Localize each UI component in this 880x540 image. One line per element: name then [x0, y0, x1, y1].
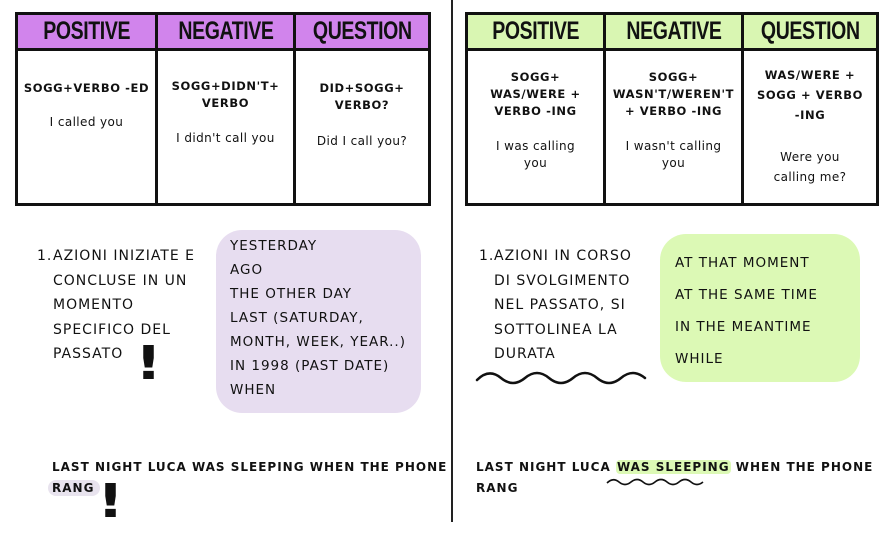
expression: AGO: [230, 262, 264, 278]
list-number: 1.: [37, 248, 53, 264]
formula-line: -ING: [794, 108, 826, 122]
sentence-part: WHEN THE PHONE: [730, 460, 874, 474]
example: I wasn't calling you: [626, 138, 722, 172]
list-line: SOTTOLINEA LA: [494, 321, 618, 338]
wave: [606, 478, 704, 486]
header-cell: NEGATIVE: [158, 15, 296, 51]
expression: MONTH, WEEK, YEAR..): [230, 334, 406, 350]
cell: SOGG+DIDN'T+ VERBO I didn't call you: [158, 51, 296, 203]
formula: SOGG+VERBO -ED: [24, 80, 149, 97]
formula: WAS/WERE + SOGG + VERBO -ING: [757, 65, 863, 125]
list-item: AZIONI IN CORSO DI SVOLGIMENTO NEL PASSA…: [494, 244, 632, 367]
exclamation: !: [96, 474, 125, 528]
list-line: AZIONI INIZIATE E: [53, 248, 196, 264]
example-sentence: LAST NIGHT LUCA WAS SLEEPING WHEN THE PH…: [476, 460, 873, 474]
wave: [475, 371, 647, 385]
formula: DID+SOGG+ VERBO?: [320, 80, 405, 114]
formula: SOGG+ WAS/WERE + VERBO -ING: [490, 69, 580, 120]
formula-line: WASN'T/WEREN'T: [612, 87, 735, 101]
expression: WHEN: [230, 382, 277, 398]
time-expressions: YESTERDAY AGO THE OTHER DAY LAST (SATURD…: [230, 234, 406, 402]
time-expressions-box: [660, 234, 860, 382]
formula-line: WAS/WERE +: [490, 87, 581, 101]
header-text: NEGATIVE: [177, 17, 274, 45]
time-expressions-box: [216, 230, 421, 413]
header-cell: POSITIVE: [468, 15, 606, 51]
exclamation: !: [134, 336, 163, 390]
example: I didn't call you: [176, 130, 275, 147]
list-line: DI SVOLGIMENTO: [494, 272, 631, 289]
cell: WAS/WERE + SOGG + VERBO -ING Were you calli…: [744, 51, 876, 203]
cell: SOGG+ WAS/WERE + VERBO -ING I was calling y…: [468, 51, 606, 203]
expression: WHILE: [675, 351, 724, 367]
example-line: I wasn't calling: [625, 139, 722, 153]
expression: AT THAT MOMENT: [675, 255, 810, 271]
formula-line: VERBO?: [334, 98, 390, 112]
formula-line: DID+SOGG+: [319, 81, 405, 95]
example-line: Were you: [780, 150, 840, 164]
header-text: POSITIVE: [492, 17, 579, 45]
list-line: SPECIFICO DEL: [53, 321, 171, 338]
cell: SOGG+ WASN'T/WEREN'T + VERBO -ING I wasn't…: [606, 51, 744, 203]
list-line: CONCLUSE IN UN: [53, 272, 188, 289]
formula-line: SOGG+DIDN'T+: [171, 79, 280, 93]
expression: AT THE SAME TIME: [675, 287, 818, 303]
formula: SOGG+ WASN'T/WEREN'T + VERBO -ING: [613, 69, 734, 120]
header-cell: QUESTION: [296, 15, 428, 51]
example: Were you calling me?: [774, 147, 847, 187]
header-cell: NEGATIVE: [606, 15, 744, 51]
expression: IN 1998 (PAST DATE): [230, 358, 390, 374]
list-line: MOMENTO: [53, 297, 135, 314]
sentence-part: LAST NIGHT LUCA: [476, 460, 616, 474]
list-line: DURATA: [494, 346, 556, 363]
example-line: calling me?: [773, 170, 847, 184]
expression: LAST (SATURDAY,: [230, 310, 364, 326]
example-sentence: RANG: [476, 481, 519, 495]
list-number: 1.: [479, 248, 495, 264]
formula-line: SOGG + VERBO: [757, 88, 863, 102]
cell: SOGG+VERBO -ED I called you: [18, 51, 158, 203]
formula-line: WAS/WERE +: [764, 68, 856, 82]
example: I was calling you: [496, 138, 575, 172]
expression: THE OTHER DAY: [230, 286, 353, 302]
example-sentence: LAST NIGHT LUCA WAS SLEEPING WHEN THE PH…: [52, 460, 448, 474]
table-past-simple: POSITIVE NEGATIVE QUESTION SOGG+VERBO -E…: [15, 12, 431, 206]
formula-line: VERBO: [201, 96, 250, 110]
formula: SOGG+DIDN'T+ VERBO: [172, 78, 280, 112]
wavy-line: [475, 371, 647, 385]
formula-line: VERBO -ING: [494, 104, 577, 118]
example-line: you: [523, 156, 548, 170]
example-line: I didn't call you: [176, 131, 275, 145]
header-text: QUESTION: [760, 17, 860, 45]
example-sentence: RANG: [48, 480, 101, 496]
list-line: PASSATO: [53, 346, 124, 363]
table-past-continuous: POSITIVE NEGATIVE QUESTION SOGG+ WAS/WERE…: [465, 12, 879, 206]
header-cell: QUESTION: [744, 15, 876, 51]
formula-line: SOGG+: [510, 70, 561, 84]
wavy-underline: [606, 478, 704, 486]
list-line: NEL PASSATO, SI: [494, 297, 626, 314]
example: I called you: [50, 114, 124, 131]
header-text: QUESTION: [312, 17, 412, 45]
cell: DID+SOGG+ VERBO? Did I call you?: [296, 51, 428, 203]
time-expressions: AT THAT MOMENT AT THE SAME TIME IN THE M…: [675, 247, 818, 375]
header-text: POSITIVE: [43, 17, 130, 45]
list-line: AZIONI IN CORSO: [494, 248, 632, 264]
formula-line: SOGG+: [648, 70, 699, 84]
example: Did I call you?: [317, 133, 407, 150]
example-line: I was calling: [496, 139, 575, 153]
formula-line: + VERBO -ING: [624, 104, 723, 118]
header-text: NEGATIVE: [625, 17, 722, 45]
expression: YESTERDAY: [230, 238, 318, 254]
divider: [451, 0, 453, 522]
expression: IN THE MEANTIME: [675, 319, 812, 335]
example-line: Did I call you?: [316, 134, 408, 148]
highlight: WAS SLEEPING: [615, 460, 731, 474]
example-line: you: [661, 156, 686, 170]
list-item: AZIONI INIZIATE E CONCLUSE IN UN MOMENTO…: [53, 244, 195, 367]
example-line: I called you: [49, 115, 124, 129]
formula-line: SOGG+VERBO -ED: [23, 81, 150, 95]
header-cell: POSITIVE: [18, 15, 158, 51]
